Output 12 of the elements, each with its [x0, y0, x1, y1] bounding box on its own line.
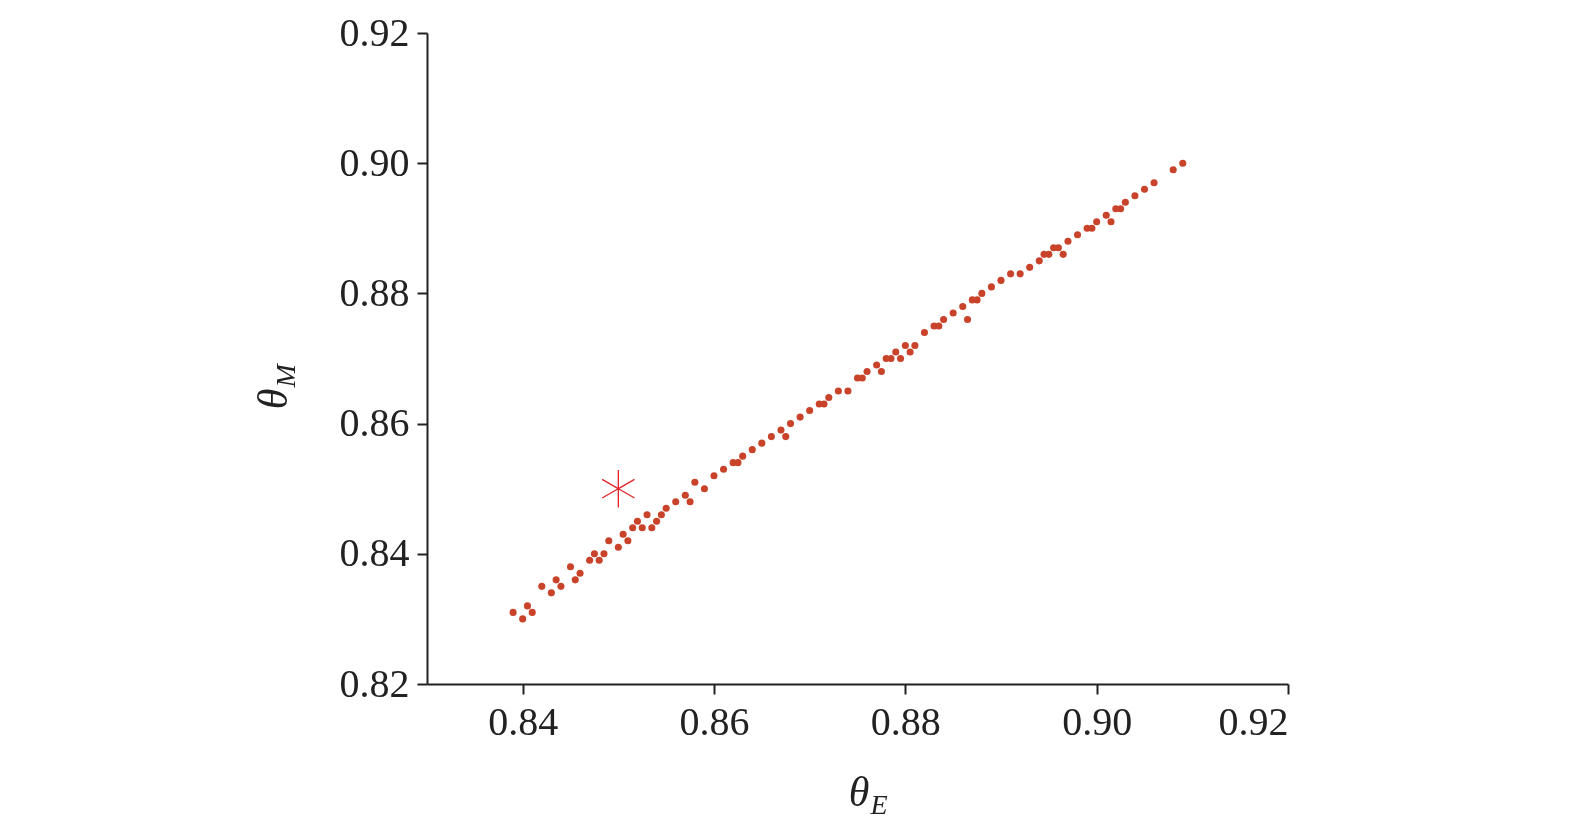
x-tick-label: 0.86 [679, 698, 750, 744]
x-tick-label: 0.84 [488, 698, 559, 744]
x-tick-label: 0.90 [1062, 698, 1133, 744]
x-tick-label: 0.88 [870, 698, 941, 744]
x-tick-label: 0.92 [1218, 698, 1289, 744]
y-tick-label: 0.82 [339, 660, 410, 706]
y-tick-label: 0.84 [339, 530, 410, 576]
y-tick-label: 0.90 [339, 139, 410, 185]
y-tick-label: 0.88 [339, 269, 410, 315]
y-tick-label: 0.92 [339, 9, 410, 55]
y-axis-title: θM [250, 362, 301, 410]
y-tick-label: 0.86 [339, 400, 410, 446]
